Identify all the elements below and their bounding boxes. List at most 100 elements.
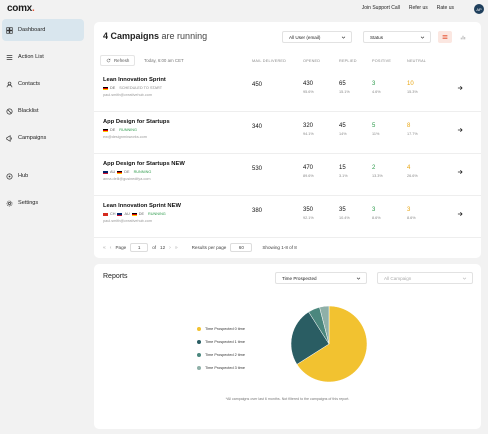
report-filter-select[interactable]: Time Prospected	[275, 272, 367, 284]
open-campaign-button[interactable]	[454, 208, 466, 220]
total-pages: 12	[160, 245, 166, 250]
sidebar-item-blacklist[interactable]: Blacklist	[2, 100, 84, 122]
top-bar: comx. Join Support Call Refer us Rate us…	[0, 0, 488, 18]
sidebar-item-label: Contacts	[18, 81, 41, 87]
blacklist-icon	[6, 107, 13, 115]
campaign-email: ew@designmixworks.com	[103, 135, 147, 139]
refer-us-link[interactable]: Refer us	[408, 5, 428, 11]
open-campaign-button[interactable]	[454, 124, 466, 136]
bar-chart-icon	[460, 35, 466, 40]
country-code: DE	[110, 128, 116, 132]
column-header: OPENED	[303, 59, 321, 63]
list-view-icon	[442, 35, 448, 39]
legend-swatch	[197, 339, 201, 344]
page-label: Page	[115, 245, 127, 250]
chart-view-button[interactable]	[456, 31, 470, 43]
replied-cell: 45 14%	[339, 123, 347, 136]
showing-label: Showing 1-8 of 8	[262, 245, 297, 250]
campaign-name[interactable]: App Design for Startups NEW	[103, 161, 185, 167]
reports-title: Reports	[103, 273, 128, 280]
positive-cell: 3 4.6%	[372, 81, 381, 94]
avatar[interactable]: AP	[474, 4, 484, 14]
positive-cell: 3 8.6%	[372, 207, 381, 220]
sidebar-item-label: Action List	[18, 54, 44, 60]
replied-cell: 35 10.4%	[339, 207, 350, 220]
positive-cell: 2 13.3%	[372, 165, 383, 178]
first-page-icon[interactable]: «	[103, 244, 106, 251]
campaign-meta: CH AU DE RUNNING	[103, 212, 166, 216]
sidebar-item-settings[interactable]: Settings	[2, 192, 84, 214]
legend-item: Time Prospected 0 time	[197, 322, 245, 335]
of-label: of	[152, 245, 157, 250]
refresh-button[interactable]: Refresh	[100, 55, 136, 66]
campaign-meta: AU DE RUNNING	[103, 170, 151, 174]
user-filter-select[interactable]: All User (email)	[282, 31, 352, 43]
campaign-select[interactable]: All Campaign	[377, 272, 473, 284]
legend-label: Time Prospected 3 time	[205, 365, 245, 370]
hub-icon	[6, 172, 13, 180]
refresh-timestamp: Today, 6:00 am CET	[144, 58, 184, 63]
campaign-meta: DE RUNNING	[103, 128, 137, 132]
table-row[interactable]: App Design for Startups NEW AU DE RUNNING an…	[94, 154, 481, 196]
sidebar-item-label: Hub	[18, 173, 29, 179]
app-logo[interactable]: comx.	[7, 3, 35, 14]
page-input[interactable]: 1	[130, 243, 149, 252]
legend-label: Time Prospected 2 time	[205, 352, 245, 357]
sidebar-item-hub[interactable]: Hub	[2, 165, 84, 187]
campaign-email: anna.delli@gusinedifya.com	[103, 177, 151, 181]
open-campaign-button[interactable]	[454, 82, 466, 94]
column-header: POSITIVE	[372, 59, 392, 63]
sidebar: Dashboard Action List Contacts Blacklist…	[0, 18, 87, 434]
country-code: CH	[110, 212, 116, 216]
list-view-button[interactable]	[438, 31, 452, 43]
legend-label: Time Prospected 1 time	[205, 339, 245, 344]
sidebar-item-label: Campaigns	[18, 135, 47, 141]
sidebar-item-contacts[interactable]: Contacts	[2, 73, 84, 95]
campaigns-icon	[6, 134, 13, 142]
report-note: *All campaigns over last 6 months. Not f…	[225, 397, 350, 401]
column-header: REPLIED	[339, 59, 357, 63]
results-per-page-select[interactable]: 60	[230, 243, 253, 252]
table-row[interactable]: Lean Innovation Sprint DE SCHEDULED TO STA…	[94, 70, 481, 112]
chevron-down-icon	[356, 276, 361, 281]
arrow-right-icon	[457, 85, 463, 91]
chart-legend: Time Prospected 0 time Time Prospected 1 …	[197, 322, 245, 374]
arrow-right-icon	[457, 169, 463, 175]
status-filter-select[interactable]: Status	[363, 31, 431, 43]
sidebar-item-label: Blacklist	[18, 108, 39, 114]
flag-icon	[103, 212, 108, 216]
sidebar-item-action-list[interactable]: Action List	[2, 46, 84, 68]
pie-slice[interactable]	[319, 305, 330, 345]
rate-us-link[interactable]: Rate us	[436, 5, 454, 11]
country-code: AU	[110, 170, 116, 174]
join-support-call-link[interactable]: Join Support Call	[361, 5, 400, 11]
legend-item: Time Prospected 3 time	[197, 361, 245, 374]
sidebar-item-campaigns[interactable]: Campaigns	[2, 127, 84, 149]
flag-icon	[103, 128, 108, 132]
positive-cell: 5 11%	[372, 123, 380, 136]
column-header: MAIL DELIVERED	[252, 59, 287, 63]
opened-cell: 470 89.6%	[303, 165, 314, 178]
prev-page-icon[interactable]: ‹	[109, 244, 112, 251]
campaign-name[interactable]: Lean Innovation Sprint NEW	[103, 203, 181, 209]
next-page-icon[interactable]: ›	[169, 244, 171, 251]
chevron-down-icon	[462, 276, 467, 281]
campaign-name[interactable]: Lean Innovation Sprint	[103, 77, 166, 83]
arrow-right-icon	[457, 211, 463, 217]
sidebar-item-dashboard[interactable]: Dashboard	[2, 19, 84, 41]
table-row[interactable]: App Design for Startups DE RUNNING ew@desig…	[94, 112, 481, 154]
mail-delivered: 450	[252, 82, 263, 88]
table-row[interactable]: Lean Innovation Sprint NEW CH AU DE RUNNING p…	[94, 196, 481, 238]
flag-icon	[117, 170, 123, 174]
campaign-name[interactable]: App Design for Startups	[103, 119, 170, 125]
last-page-icon[interactable]: »	[174, 244, 178, 251]
open-campaign-button[interactable]	[454, 166, 466, 178]
arrow-right-icon	[457, 127, 463, 133]
pie-slice[interactable]	[290, 311, 330, 365]
country-code: DE	[138, 212, 145, 216]
legend-label: Time Prospected 0 time	[205, 326, 245, 331]
pie-slice[interactable]	[296, 305, 368, 383]
dashboard-icon	[6, 26, 13, 34]
replied-cell: 65 15.1%	[339, 81, 350, 94]
legend-item: Time Prospected 1 time	[197, 335, 245, 348]
